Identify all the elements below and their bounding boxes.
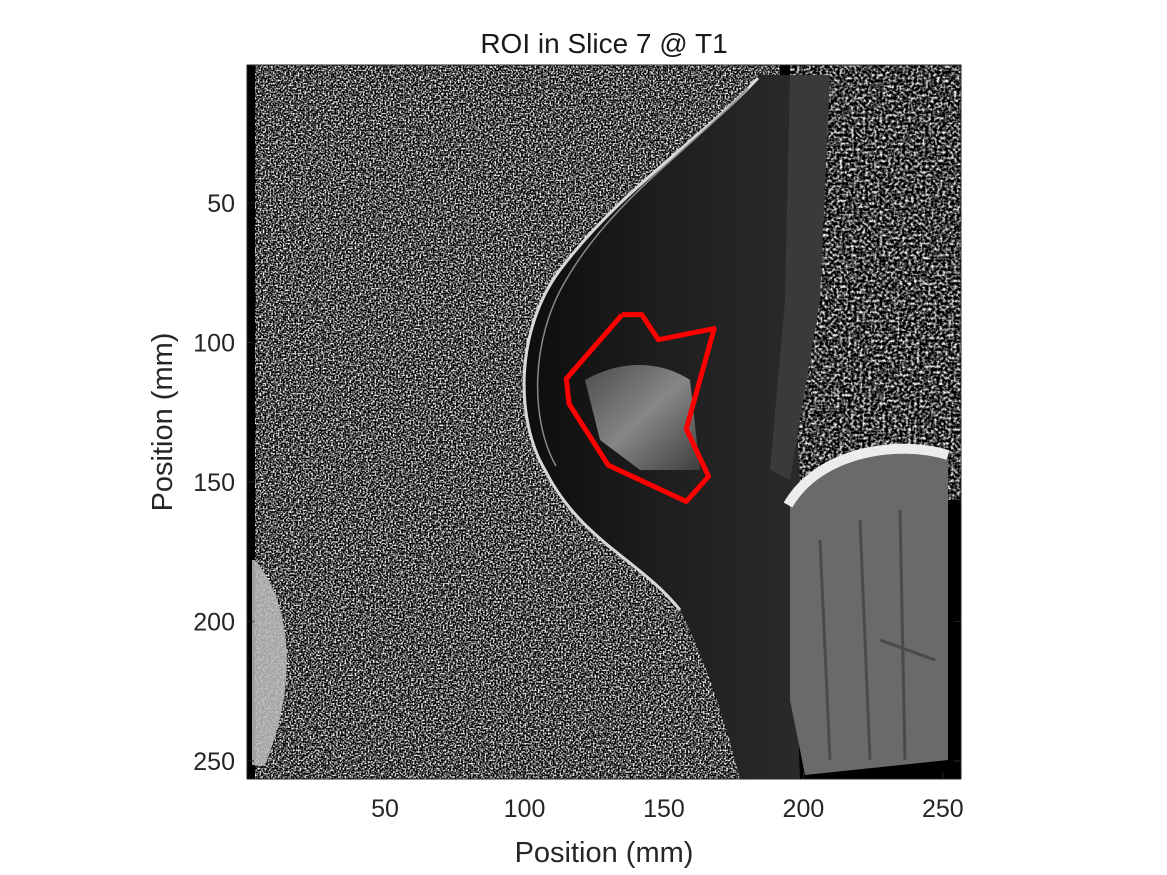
y-tick-label: 50 xyxy=(207,190,235,218)
y-tick-label: 250 xyxy=(193,748,235,776)
axes-box xyxy=(246,64,962,780)
chart-title: ROI in Slice 7 @ T1 xyxy=(480,28,727,59)
x-axis-ticks: 50 100 150 200 250 xyxy=(371,65,964,823)
left-edge-object xyxy=(252,560,287,765)
x-axis-label: Position (mm) xyxy=(515,837,694,869)
muscle-band xyxy=(770,75,830,480)
x-tick-label: 200 xyxy=(783,795,825,823)
bone-texture xyxy=(818,509,936,761)
skin-edge-inner xyxy=(536,87,749,467)
x-tick-label: 150 xyxy=(643,795,685,823)
y-tick-label: 200 xyxy=(193,608,235,636)
x-tick-label: 250 xyxy=(922,795,964,823)
y-tick-label: 150 xyxy=(193,469,235,497)
bone-region xyxy=(790,448,948,775)
noise-region xyxy=(255,65,780,779)
noise-region-upper-right xyxy=(790,65,961,500)
x-tick-label: 50 xyxy=(371,795,399,823)
mri-image xyxy=(247,65,961,779)
y-axis-label: Position (mm) xyxy=(147,333,179,512)
y-tick-label: 100 xyxy=(193,330,235,358)
roi-tissue xyxy=(585,365,700,470)
x-tick-label: 100 xyxy=(504,795,546,823)
bone-cortex xyxy=(783,443,950,508)
skin-edge xyxy=(522,76,760,611)
roi-outline xyxy=(563,312,717,504)
y-axis-ticks: 50 100 150 200 250 xyxy=(193,190,961,776)
